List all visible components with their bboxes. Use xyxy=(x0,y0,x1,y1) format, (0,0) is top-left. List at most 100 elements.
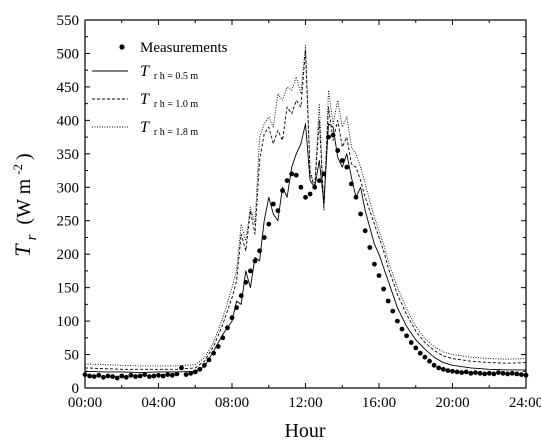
measurement-point xyxy=(468,370,474,376)
measurement-point xyxy=(211,350,217,356)
y-tick-label: 500 xyxy=(57,46,80,62)
y-tick-label: 300 xyxy=(57,180,80,196)
measurement-point xyxy=(202,362,207,368)
legend-label-h05: T r h = 0.5 m xyxy=(140,63,198,82)
x-tick-label: 24:00 xyxy=(509,395,541,411)
measurement-point xyxy=(220,335,226,341)
measurement-point xyxy=(114,375,120,381)
measurement-point xyxy=(169,372,175,378)
y-axis-title-unit-exponent: -2 xyxy=(10,164,25,175)
measurement-point xyxy=(229,315,235,321)
measurement-point xyxy=(266,221,272,227)
measurement-point xyxy=(165,372,171,377)
measurement-point xyxy=(385,298,391,304)
y-axis-title-subscript: r xyxy=(24,234,40,240)
y-axis-title-symbol: T xyxy=(10,243,35,257)
y-tick-label: 450 xyxy=(57,80,80,96)
measurement-point xyxy=(156,372,161,378)
measurement-point xyxy=(330,132,336,138)
measurement-point xyxy=(353,194,359,200)
y-tick-label: 400 xyxy=(57,113,80,129)
measurement-point xyxy=(123,374,129,380)
measurement-point xyxy=(404,333,409,339)
measurement-point xyxy=(289,171,295,177)
x-tick-label: 12:00 xyxy=(288,395,322,411)
measurement-point xyxy=(316,178,322,184)
measurement-point xyxy=(293,172,299,178)
measurement-point xyxy=(427,358,432,364)
measurement-point xyxy=(339,158,345,163)
measurement-point xyxy=(284,178,290,184)
measurement-point xyxy=(344,164,350,170)
measurement-point xyxy=(454,369,460,375)
measurement-point xyxy=(417,350,423,356)
measurement-point xyxy=(192,369,198,375)
measurement-point xyxy=(413,345,419,351)
measurement-point xyxy=(440,366,446,372)
measurement-point xyxy=(137,373,143,379)
measurement-point xyxy=(280,188,285,194)
measurement-point xyxy=(395,318,400,324)
measurement-point xyxy=(482,371,488,377)
measurement-point xyxy=(307,191,313,197)
measurement-point xyxy=(298,184,304,190)
measurement-point xyxy=(257,248,262,254)
series-line-h05 xyxy=(84,123,526,374)
measurement-point xyxy=(101,374,106,380)
legend-marker-measurements xyxy=(119,44,125,50)
measurement-point xyxy=(96,372,102,378)
measurement-point xyxy=(367,245,373,250)
measurement-point xyxy=(390,308,396,314)
y-tick-label: 100 xyxy=(57,314,80,330)
measurement-point xyxy=(133,374,138,379)
measurement-point xyxy=(505,371,510,377)
measurement-point xyxy=(119,373,125,379)
measurement-point xyxy=(179,365,184,371)
measurement-point xyxy=(358,211,363,217)
measurement-point xyxy=(151,373,157,379)
measurement-point xyxy=(146,374,152,379)
measurement-point xyxy=(459,370,465,375)
measurement-point xyxy=(399,326,405,332)
measurement-point xyxy=(362,228,368,234)
y-tick-label: 50 xyxy=(64,348,79,364)
legend-label-h10: T r h = 1.0 m xyxy=(140,91,198,110)
measurement-point xyxy=(450,368,455,374)
y-axis-title: T r (W m -2 ) xyxy=(9,153,40,256)
x-tick-label: 00:00 xyxy=(68,395,102,411)
measurement-point xyxy=(321,171,327,177)
measurement-point xyxy=(105,373,111,379)
legend-label-h10-sub: r h = 1.0 m xyxy=(154,99,198,110)
measurement-point xyxy=(349,181,354,187)
legend-label-h18-main: T xyxy=(140,119,150,136)
x-tick-label: 04:00 xyxy=(141,395,175,411)
measurement-point xyxy=(188,370,194,376)
y-tick-label: 550 xyxy=(57,13,80,29)
measurement-point xyxy=(477,370,483,376)
series-layer xyxy=(82,44,529,381)
x-axis-title: Hour xyxy=(284,420,325,442)
legend-label-measurements: Measurements xyxy=(140,40,228,56)
measurement-point xyxy=(142,372,148,377)
measurement-point xyxy=(248,268,253,274)
measurement-point xyxy=(110,374,115,379)
legend-label-h10-main: T xyxy=(140,91,150,108)
legend-label-h18-sub: r h = 1.8 m xyxy=(154,127,198,138)
legend-label-h18: T r h = 1.8 m xyxy=(140,119,198,138)
measurement-point xyxy=(473,370,478,375)
measurement-point xyxy=(326,134,331,140)
measurement-point xyxy=(463,369,469,375)
measurement-point xyxy=(243,279,249,285)
measurement-point xyxy=(335,148,341,153)
measurement-point xyxy=(496,370,501,375)
measurement-point xyxy=(372,261,377,267)
legend-label-h05-main: T xyxy=(140,63,150,80)
x-axis: 00:00 04:00 08:00 12:00 16:00 20:00 24:00 xyxy=(68,20,541,411)
measurement-point xyxy=(238,293,244,299)
measurement-point xyxy=(431,362,437,368)
measurement-point xyxy=(252,258,258,264)
measurement-point xyxy=(87,373,92,379)
y-axis-title-unit-close: ) xyxy=(13,153,35,160)
y-tick-label: 200 xyxy=(57,247,80,263)
